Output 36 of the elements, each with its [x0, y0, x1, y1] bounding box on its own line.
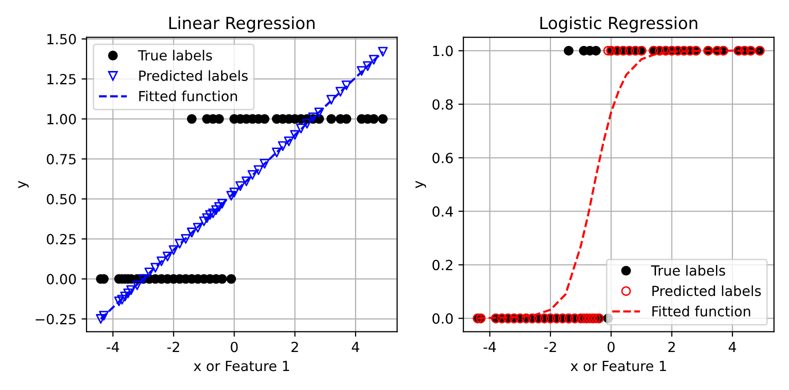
x-tick-label: -4 — [484, 342, 496, 352]
legend-label: Fitted function — [652, 306, 750, 317]
chart-title: Linear Regression — [169, 16, 315, 32]
x-tick-label: -4 — [106, 342, 120, 352]
x-axis-title: x or Feature 1 — [570, 360, 666, 372]
y-tick-label: 0.4 — [432, 206, 453, 217]
y-tick-label: 1.25 — [47, 74, 76, 84]
y-tick-label: 0.8 — [432, 99, 453, 110]
legend-label: Fitted function — [139, 90, 237, 102]
legend-label: True labels — [138, 50, 212, 61]
x-axis-title: x or Feature 1 — [194, 360, 290, 372]
legend-label: Predicted labels — [139, 70, 248, 81]
y-tick-label: 1.00 — [47, 114, 76, 124]
x-tick-label: 2 — [668, 342, 675, 352]
x-tick-label: 4 — [728, 342, 736, 352]
x-tick-label: -2 — [544, 342, 556, 352]
y-tick-label: 0.00 — [46, 274, 76, 284]
y-tick-label: 0.0 — [432, 313, 453, 324]
x-tick-label: 0 — [608, 342, 615, 352]
y-tick-label: 1.50 — [47, 34, 76, 44]
x-tick-label: 4 — [352, 342, 360, 352]
x-tick-label: 2 — [292, 342, 298, 352]
chart-title: Logistic Regression — [540, 16, 698, 32]
y-axis-title: y — [416, 180, 426, 188]
y-axis-title: y — [18, 180, 29, 188]
y-tick-label: 1.0 — [433, 46, 453, 56]
y-tick-label: 0.75 — [46, 154, 76, 164]
x-tick-label: -2 — [167, 342, 180, 352]
y-tick-label: 0.2 — [432, 260, 452, 270]
y-tick-label: 0.50 — [46, 194, 76, 204]
x-tick-label: 0 — [230, 342, 238, 352]
y-tick-label: −0.25 — [36, 314, 76, 324]
y-tick-label: 0.25 — [46, 234, 76, 244]
legend-label: Predicted labels — [652, 285, 761, 296]
y-tick-label: 0.6 — [432, 152, 453, 164]
legend-label: True labels — [651, 265, 726, 276]
